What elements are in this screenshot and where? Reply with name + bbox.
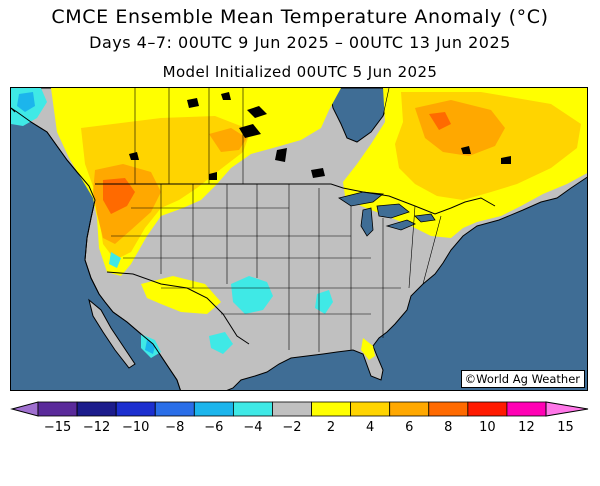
colorbar-above-arrow xyxy=(545,401,589,417)
colorbar xyxy=(10,401,589,417)
colorbar-tick-label: 4 xyxy=(366,420,375,435)
gulf-of-california xyxy=(107,314,141,360)
model-init-time: Model Initialized 00UTC 5 Jun 2025 xyxy=(162,63,438,81)
colorbar-tick-label: 15 xyxy=(557,420,574,435)
anomaly-map: ©World Ag Weather xyxy=(10,87,588,391)
colorbar-tick-label: −6 xyxy=(204,420,224,435)
colorbar-tick-label: −10 xyxy=(121,420,150,435)
colorbar-tick-label: 2 xyxy=(326,420,336,435)
admin-boundaries xyxy=(111,88,442,352)
colorbar-bin xyxy=(193,401,234,417)
baja-california xyxy=(88,298,136,369)
canadian-lakes xyxy=(129,92,511,180)
colorbar-tick-label: −12 xyxy=(82,420,111,435)
colorbar-bin xyxy=(37,401,78,417)
colorbar-tick-label: 10 xyxy=(479,420,496,435)
colorbar-tick-label: 6 xyxy=(405,420,414,435)
colorbar-tick-label: −15 xyxy=(43,420,72,435)
colorbar-tick-label: 12 xyxy=(518,420,535,435)
colorbar-bin xyxy=(506,401,547,417)
map-canvas xyxy=(11,88,587,390)
colorbar-below-arrow xyxy=(10,401,39,417)
colorbar-tick-label: 8 xyxy=(444,420,453,435)
colorbar-bin xyxy=(272,401,312,417)
colorbar-bin xyxy=(350,401,391,417)
anomaly-minus-4-minus-6 xyxy=(17,92,155,354)
anomaly-8-10 xyxy=(103,112,451,214)
colorbar-tick-label: −4 xyxy=(243,420,263,435)
colorbar-bin xyxy=(232,401,273,417)
great-lakes xyxy=(338,191,436,237)
colorbar-bin xyxy=(311,401,352,417)
colorbar-bin xyxy=(389,401,430,417)
colorbar-bin xyxy=(154,401,195,417)
colorbar-tick-label: −8 xyxy=(165,420,185,435)
colorbar-tick-label: −2 xyxy=(282,420,302,435)
colorbar-bin xyxy=(467,401,508,417)
colorbar-bin xyxy=(115,401,156,417)
map-title: CMCE Ensemble Mean Temperature Anomaly (… xyxy=(51,6,549,28)
watermark: ©World Ag Weather xyxy=(460,370,585,388)
colorbar-bin xyxy=(428,401,469,417)
valid-period: Days 4–7: 00UTC 9 Jun 2025 – 00UTC 13 Ju… xyxy=(89,33,511,52)
colorbar-bin xyxy=(76,401,117,417)
coastline xyxy=(11,107,181,390)
